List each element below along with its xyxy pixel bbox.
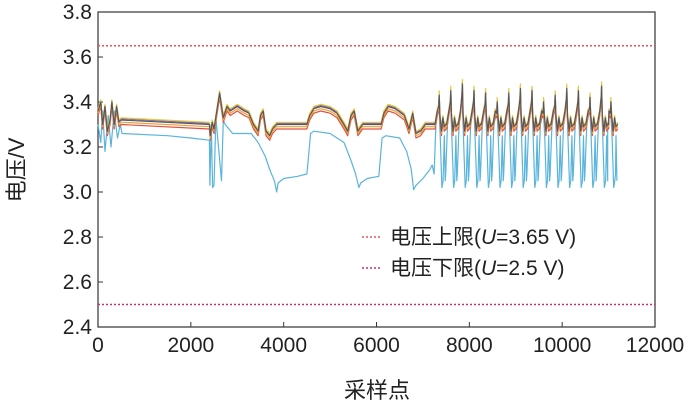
y-tick-label: 2.8 xyxy=(63,226,92,249)
y-tick-label: 3.6 xyxy=(63,46,92,69)
y-tick-label: 2.4 xyxy=(63,316,93,339)
x-tick-label: 6000 xyxy=(353,334,400,357)
legend-lower-label: 电压下限(U=2.5 V) xyxy=(390,257,564,280)
x-tick-label: 4000 xyxy=(260,334,307,357)
y-tick-label: 3.0 xyxy=(63,181,92,204)
legend-upper-label: 电压上限(U=3.65 V) xyxy=(390,226,576,249)
y-axis-label: 电压/V xyxy=(4,137,29,202)
y-tick-label: 3.8 xyxy=(63,1,92,24)
x-axis-label: 采样点 xyxy=(344,378,410,403)
y-tick-label: 3.2 xyxy=(63,136,92,159)
x-tick-label: 10000 xyxy=(533,334,591,357)
series-line-cell-low xyxy=(97,92,618,193)
x-tick-label: 8000 xyxy=(446,334,493,357)
x-tick-label: 0 xyxy=(92,334,104,357)
series-line-cell-dark xyxy=(97,83,619,137)
x-tick-label: 12000 xyxy=(626,334,684,357)
legend: 电压上限(U=3.65 V) 电压下限(U=2.5 V) xyxy=(362,226,576,280)
x-tick-label: 2000 xyxy=(167,334,214,357)
y-tick-label: 3.4 xyxy=(63,91,93,114)
y-tick-label: 2.6 xyxy=(63,271,92,294)
